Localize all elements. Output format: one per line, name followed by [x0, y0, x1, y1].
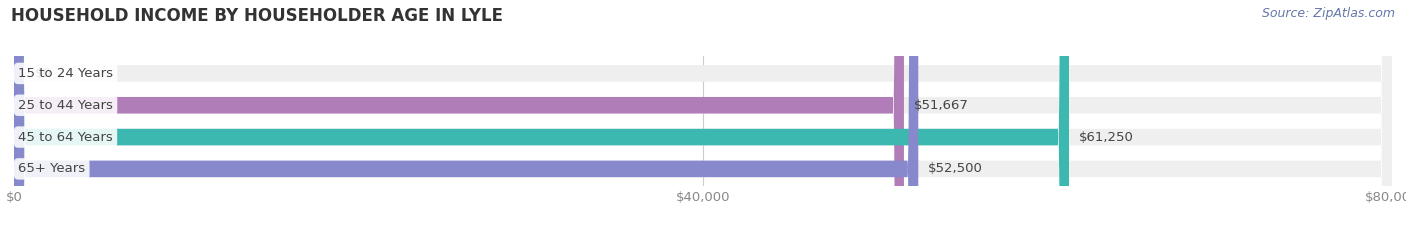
Text: $61,250: $61,250 — [1078, 130, 1133, 144]
FancyBboxPatch shape — [14, 0, 904, 233]
FancyBboxPatch shape — [14, 0, 1392, 233]
FancyBboxPatch shape — [14, 0, 1392, 233]
FancyBboxPatch shape — [14, 0, 918, 233]
Text: 15 to 24 Years: 15 to 24 Years — [18, 67, 114, 80]
Text: $0: $0 — [35, 67, 52, 80]
FancyBboxPatch shape — [14, 0, 1069, 233]
Text: $51,667: $51,667 — [914, 99, 969, 112]
Text: 45 to 64 Years: 45 to 64 Years — [18, 130, 112, 144]
Text: 25 to 44 Years: 25 to 44 Years — [18, 99, 112, 112]
FancyBboxPatch shape — [14, 0, 1392, 233]
Text: HOUSEHOLD INCOME BY HOUSEHOLDER AGE IN LYLE: HOUSEHOLD INCOME BY HOUSEHOLDER AGE IN L… — [11, 7, 503, 25]
Text: 65+ Years: 65+ Years — [18, 162, 86, 175]
FancyBboxPatch shape — [14, 0, 1392, 233]
Text: Source: ZipAtlas.com: Source: ZipAtlas.com — [1261, 7, 1395, 20]
Text: $52,500: $52,500 — [928, 162, 983, 175]
